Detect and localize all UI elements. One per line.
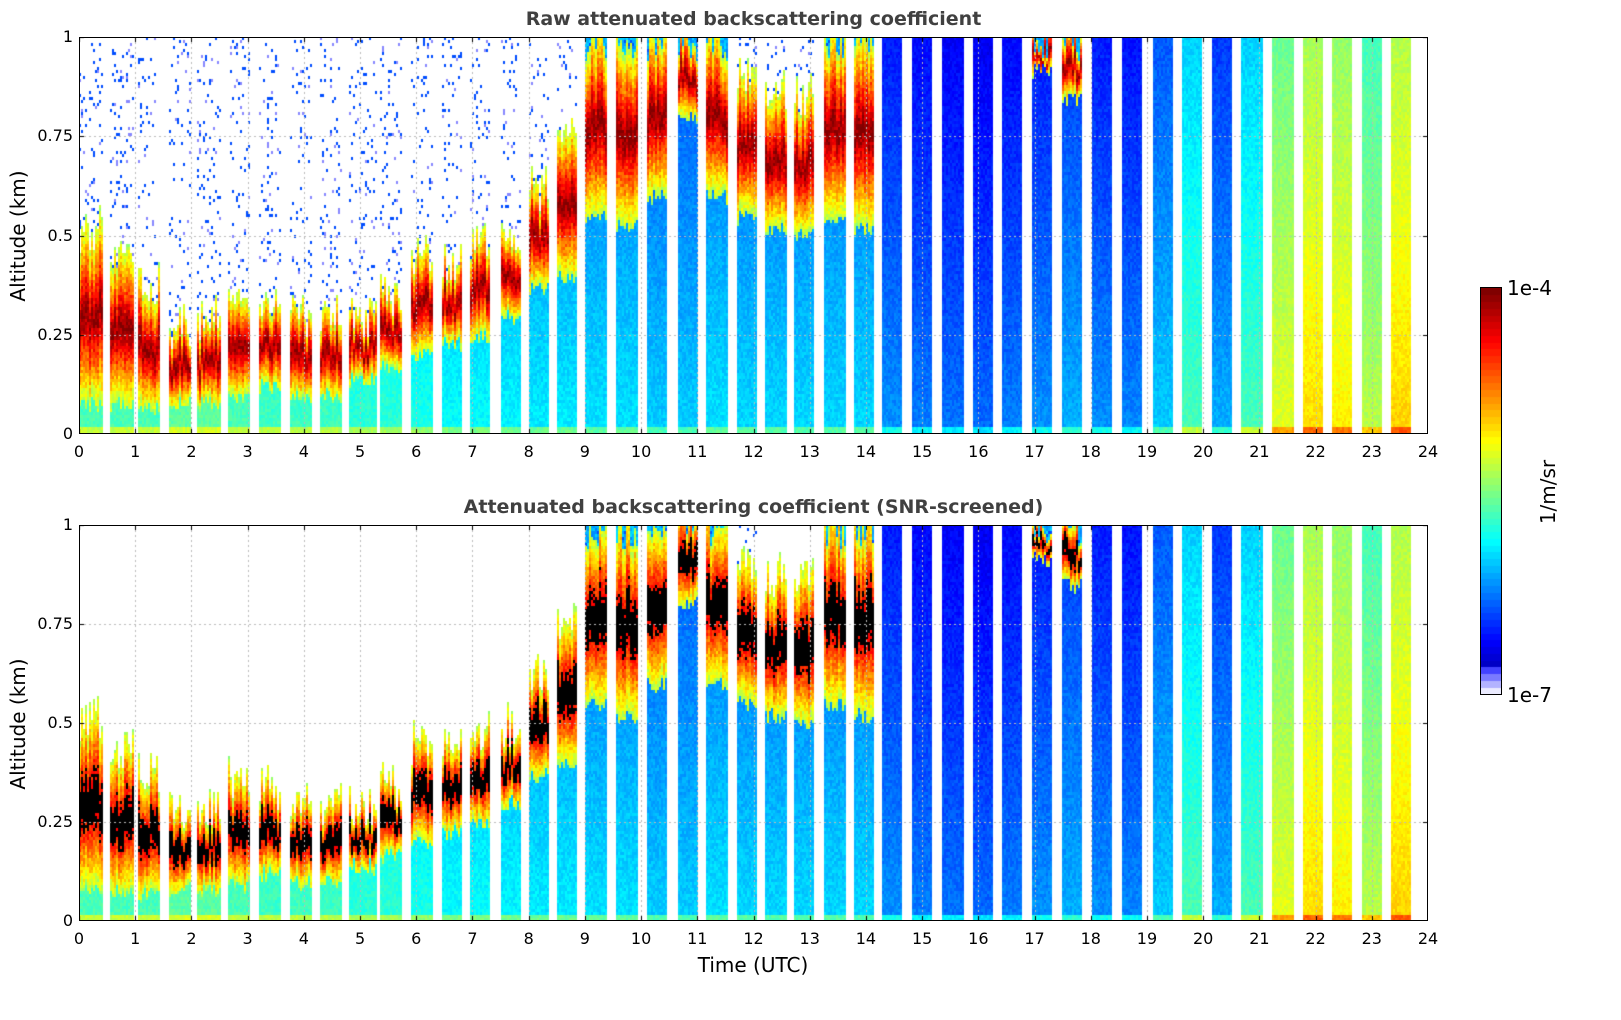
x-tick-label: 3 <box>242 929 253 948</box>
x-tick-label: 13 <box>799 442 820 461</box>
x-tick-label: 17 <box>1024 442 1045 461</box>
x-tick-label: 16 <box>968 929 989 948</box>
y-tick-label: 0.5 <box>47 225 73 245</box>
x-tick-label: 14 <box>855 442 877 461</box>
x-tick-label: 24 <box>1417 929 1439 948</box>
x-tick-label: 23 <box>1361 442 1382 461</box>
colorbar-max-label: 1e-4 <box>1507 276 1552 300</box>
y-tick-label: 0.5 <box>47 713 73 732</box>
x-tick-label: 12 <box>743 442 764 461</box>
x-tick-label: 21 <box>1249 929 1270 948</box>
heatmap-screened <box>79 525 1428 921</box>
x-tick-label: 18 <box>1080 929 1101 948</box>
plot-area-raw <box>79 37 1428 434</box>
x-tick-label: 8 <box>523 929 534 948</box>
x-tick-label: 12 <box>743 929 764 948</box>
x-tick-label: 19 <box>1136 929 1158 948</box>
y-tick-label: 0 <box>62 424 73 443</box>
plot-area-screened <box>79 525 1428 921</box>
x-tick-label: 5 <box>354 442 366 461</box>
x-tick-label: 13 <box>799 929 820 948</box>
y-tick-label: 0 <box>62 911 73 930</box>
x-tick-label: 22 <box>1305 929 1326 948</box>
chart-title-bottom: Attenuated backscattering coefficient (S… <box>463 496 1044 518</box>
x-tick-label: 24 <box>1417 442 1439 461</box>
x-tick-label: 19 <box>1136 442 1158 461</box>
x-tick-label: 20 <box>1192 442 1214 461</box>
x-tick-label: 7 <box>467 929 478 948</box>
y-tick-label: 0.75 <box>37 614 73 633</box>
x-tick-label: 18 <box>1080 442 1101 461</box>
x-tick-label: 2 <box>186 929 197 948</box>
x-tick-label: 11 <box>687 929 708 948</box>
x-tick-label: 10 <box>630 442 652 461</box>
x-tick-label: 15 <box>911 929 933 948</box>
x-tick-label: 0 <box>73 929 85 948</box>
y-tick-label: 1 <box>62 27 73 46</box>
x-tick-label: 6 <box>411 442 422 461</box>
x-tick-label: 14 <box>855 929 877 948</box>
x-tick-label: 9 <box>579 442 590 461</box>
x-tick-label: 9 <box>579 929 590 948</box>
y-tick-label: 1 <box>62 515 73 534</box>
x-tick-label: 3 <box>242 442 253 461</box>
colorbar <box>1480 287 1502 695</box>
chart-title-top: Raw attenuated backscattering coefficien… <box>525 8 982 30</box>
heatmap-raw <box>79 37 1428 434</box>
x-tick-label: 10 <box>630 929 652 948</box>
x-tick-label: 1 <box>130 442 141 461</box>
x-tick-label: 20 <box>1192 929 1214 948</box>
colorbar-label: 1/m/sr <box>1536 459 1560 525</box>
x-tick-label: 23 <box>1361 929 1382 948</box>
x-tick-label: 7 <box>467 442 478 461</box>
x-tick-label: 0 <box>73 442 85 461</box>
y-tick-label: 0.25 <box>37 324 73 344</box>
y-tick-label: 0.75 <box>37 126 73 146</box>
x-tick-label: 16 <box>968 442 989 461</box>
x-tick-label: 5 <box>354 929 366 948</box>
x-tick-label: 21 <box>1249 442 1270 461</box>
x-tick-label: 15 <box>911 442 933 461</box>
x-tick-label: 1 <box>130 929 141 948</box>
x-tick-label: 17 <box>1024 929 1045 948</box>
colorbar-min-label: 1e-7 <box>1507 683 1552 707</box>
x-tick-label: 8 <box>523 442 534 461</box>
x-tick-label: 6 <box>411 929 422 948</box>
x-axis-label: Time (UTC) <box>697 953 809 977</box>
x-tick-label: 2 <box>186 442 197 461</box>
x-tick-label: 4 <box>298 929 309 948</box>
y-tick-label: 0.25 <box>37 812 73 831</box>
x-tick-label: 22 <box>1305 442 1326 461</box>
x-tick-label: 11 <box>687 442 708 461</box>
x-tick-label: 4 <box>298 442 309 461</box>
